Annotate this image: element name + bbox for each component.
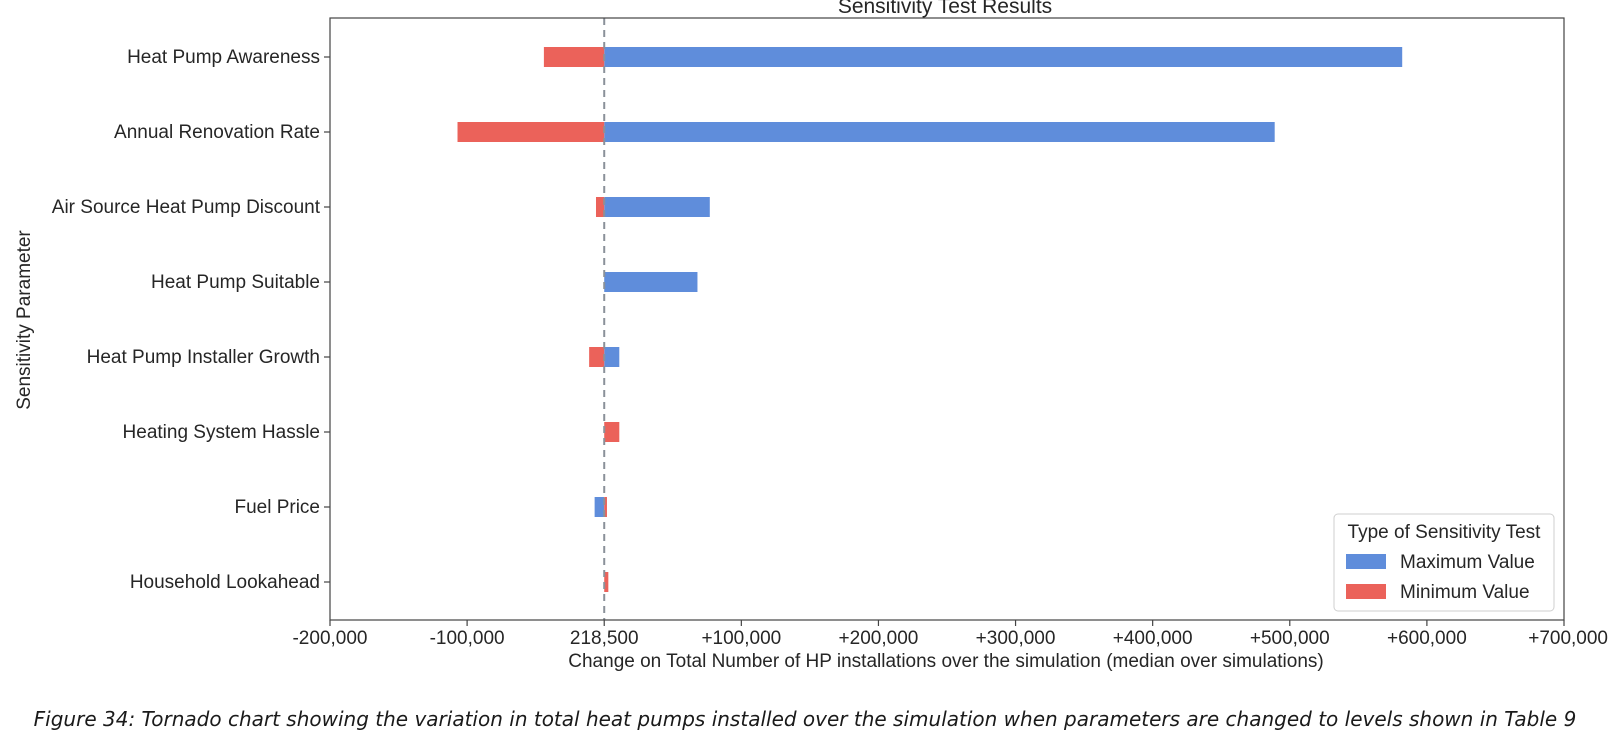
bar-max-3 <box>604 272 698 292</box>
chart-title: Sensitivity Test Results <box>838 0 1052 18</box>
x-tick-label: +100,000 <box>701 628 781 649</box>
x-tick-label: +400,000 <box>1113 628 1193 649</box>
x-tick-label: +700,000 <box>1528 628 1608 649</box>
bar-min-7 <box>604 572 609 592</box>
legend-label-max: Maximum Value <box>1400 552 1535 573</box>
y-axis-label: Sensitivity Parameter <box>14 230 35 410</box>
y-tick-label: Heat Pump Installer Growth <box>87 347 320 368</box>
x-tick-label: +200,000 <box>839 628 919 649</box>
legend-swatch-max <box>1346 554 1386 569</box>
bar-min-6 <box>604 497 607 517</box>
tornado-chart: Sensitivity Test Results Heat Pump Aware… <box>14 0 1608 672</box>
x-tick-label: +600,000 <box>1387 628 1467 649</box>
legend-title: Type of Sensitivity Test <box>1348 522 1542 543</box>
y-tick-label: Household Lookahead <box>130 572 320 593</box>
bar-max-4 <box>604 347 620 367</box>
legend-label-min: Minimum Value <box>1400 582 1530 603</box>
bar-max-0 <box>604 47 1403 67</box>
bar-min-5 <box>604 422 620 442</box>
plot-frame <box>329 17 1565 621</box>
y-tick-label: Heating System Hassle <box>123 422 320 443</box>
figure-caption: Figure 34: Tornado chart showing the var… <box>33 707 1577 731</box>
x-tick-label: -100,000 <box>430 628 505 649</box>
x-axis-label: Change on Total Number of HP installatio… <box>568 651 1323 672</box>
legend-box <box>1333 513 1555 612</box>
x-tick-label: +300,000 <box>976 628 1056 649</box>
bar-max-2 <box>604 197 710 217</box>
y-tick-label: Heat Pump Suitable <box>151 272 320 293</box>
y-tick-label: Heat Pump Awareness <box>127 47 320 68</box>
bar-max-6 <box>594 497 605 517</box>
x-tick-label: -200,000 <box>292 628 367 649</box>
x-tick-label: 218,500 <box>570 628 639 649</box>
y-tick-label: Air Source Heat Pump Discount <box>52 197 321 218</box>
y-tick-label: Fuel Price <box>234 497 320 518</box>
legend: Type of Sensitivity Test Maximum Value Min… <box>1333 513 1555 612</box>
bar-min-0 <box>543 47 605 67</box>
bar-max-1 <box>604 122 1275 142</box>
x-tick-label: +500,000 <box>1250 628 1330 649</box>
bar-min-2 <box>595 197 605 217</box>
bar-min-1 <box>457 122 605 142</box>
bar-min-4 <box>589 347 605 367</box>
legend-swatch-min <box>1346 584 1386 599</box>
y-tick-label: Annual Renovation Rate <box>114 122 320 143</box>
